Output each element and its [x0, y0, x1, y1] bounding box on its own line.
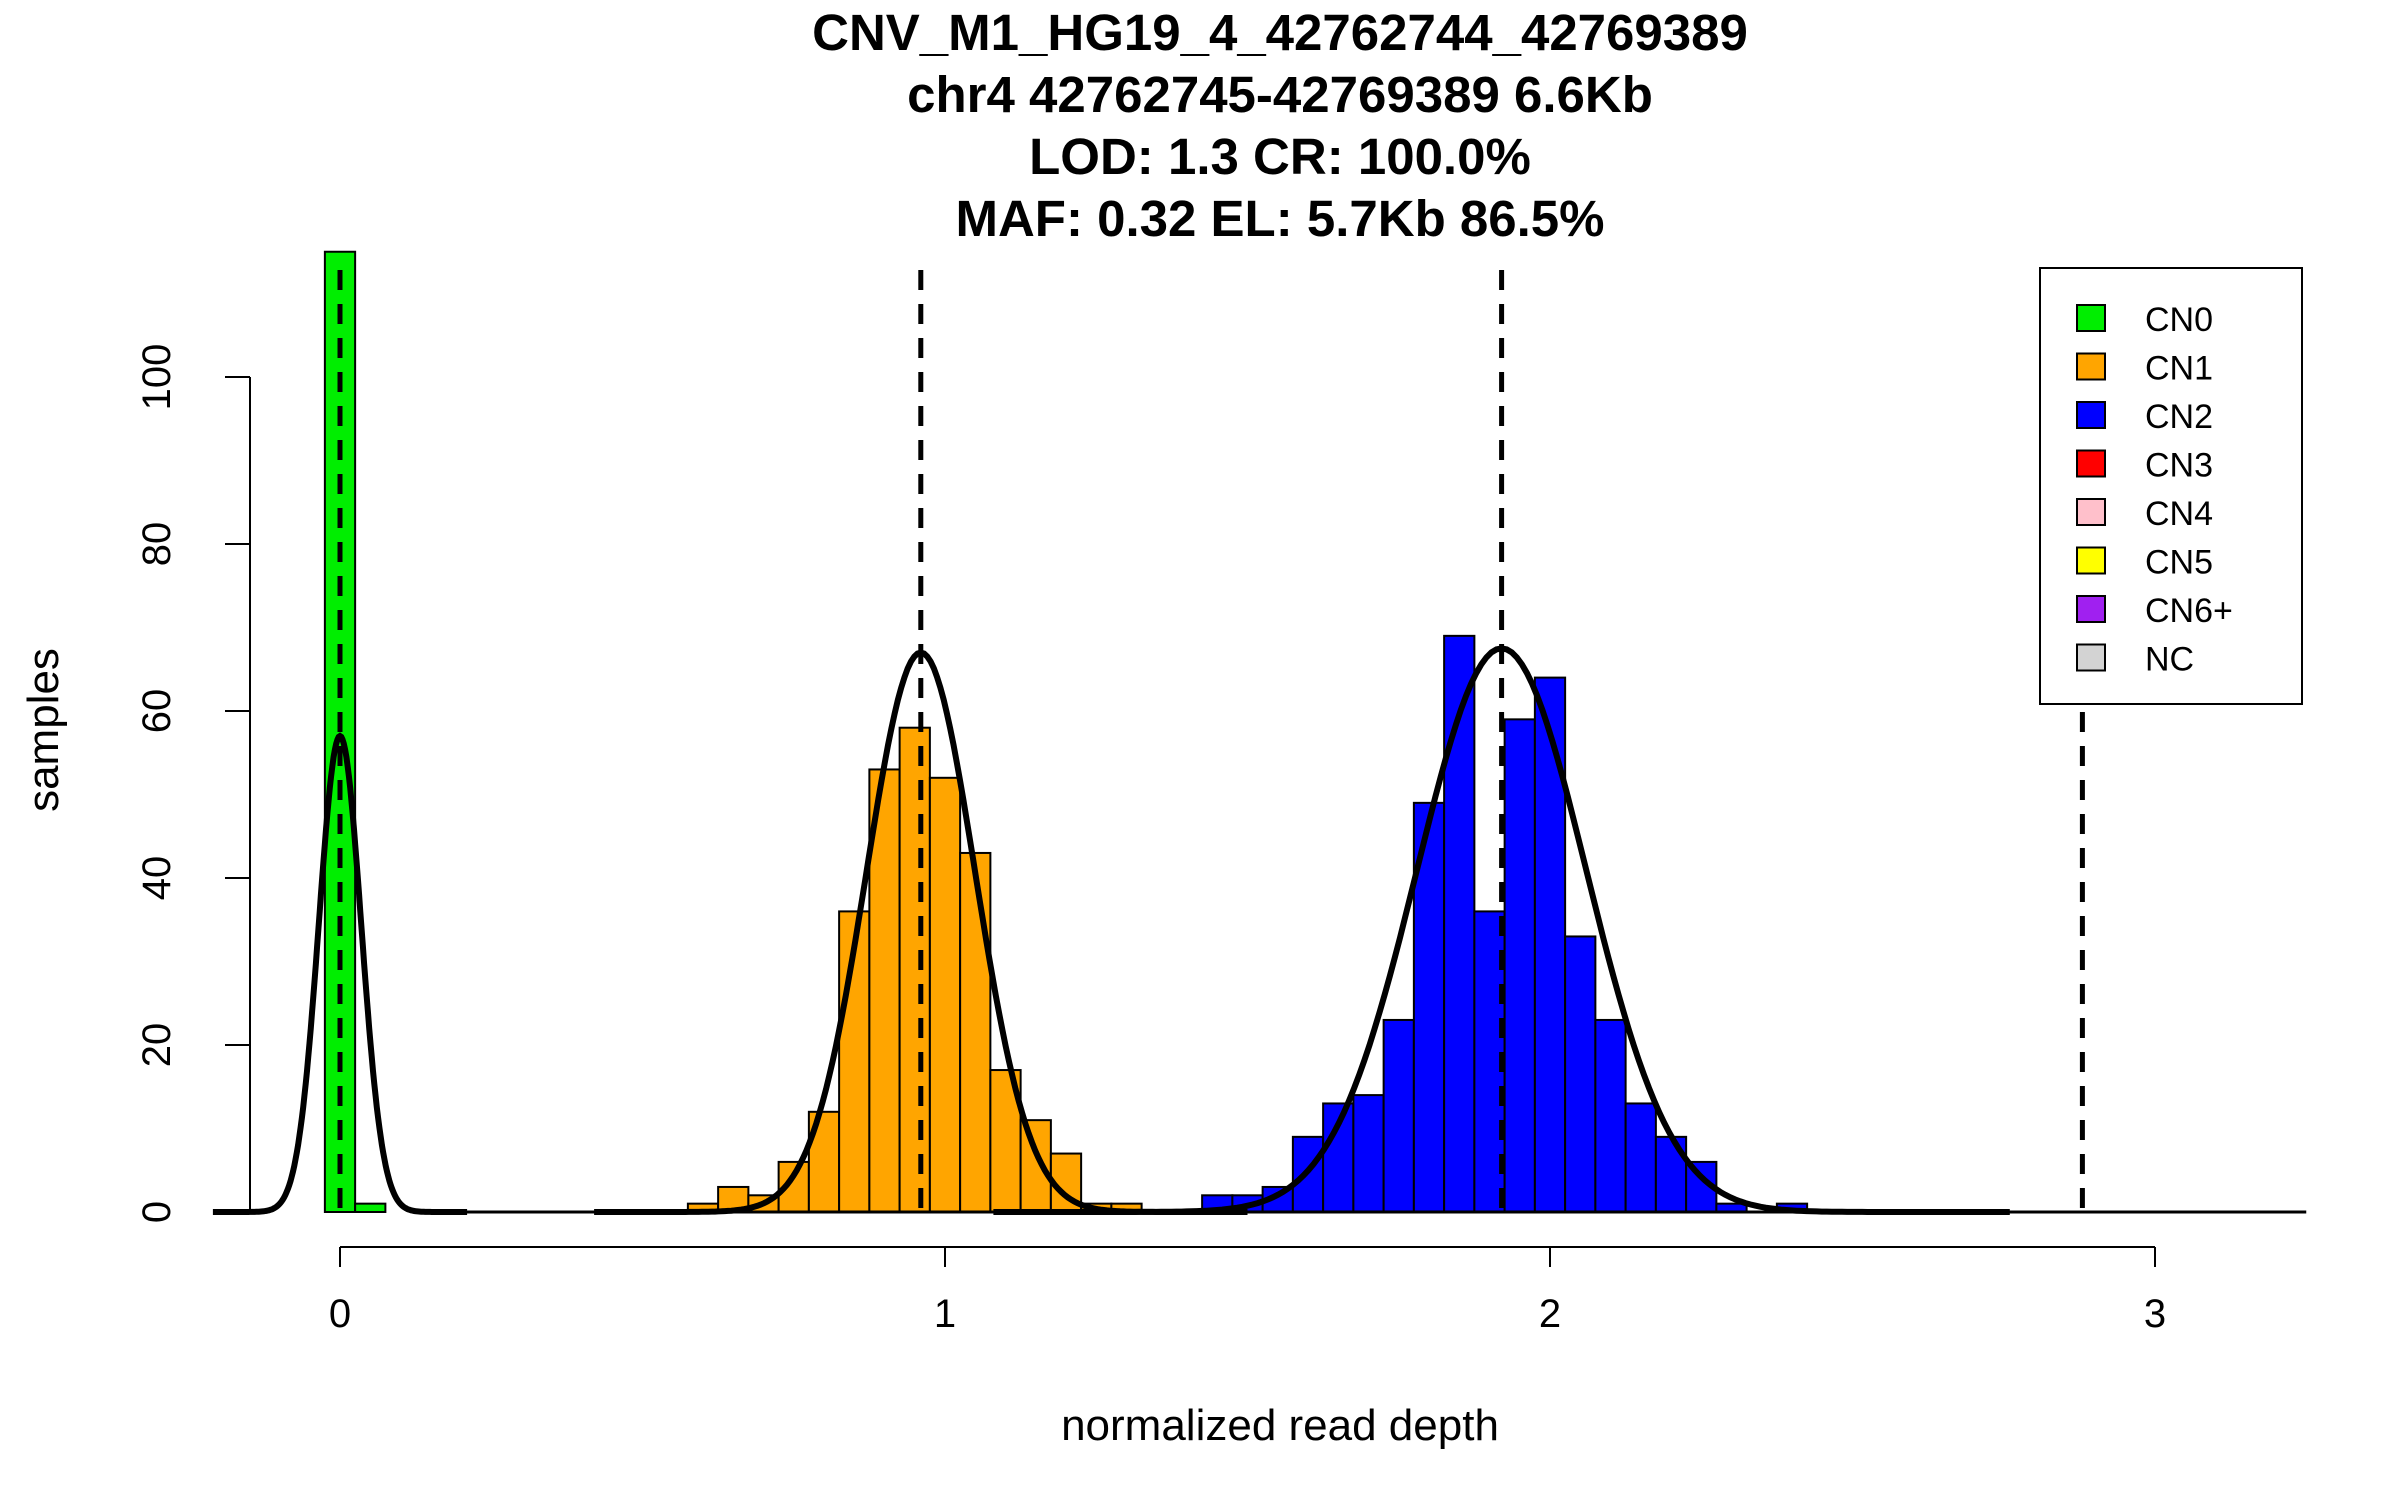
fitted-curve-line — [212, 732, 468, 1215]
y-axis-label: samples — [19, 648, 68, 812]
histogram-bar — [1352, 1094, 1385, 1213]
legend-box — [2039, 267, 2303, 705]
legend-label: CN0 — [2145, 301, 2213, 339]
fitted-curves — [212, 645, 2307, 1215]
histogram-bars — [323, 250, 1809, 1214]
chart-title: CNV_M1_HG19_4_42762744_42769389 chr4 427… — [812, 4, 1748, 247]
x-tick-label: 1 — [934, 1292, 956, 1336]
legend-label: CN3 — [2145, 447, 2213, 485]
legend-label: NC — [2145, 641, 2194, 679]
x-tick-label: 2 — [1539, 1292, 1561, 1336]
x-axis: 0 1 2 3 — [329, 1246, 2166, 1336]
histogram-bar — [1624, 1102, 1657, 1213]
title-line-2: chr4 42762745-42769389 6.6Kb — [907, 66, 1653, 123]
legend-swatch — [2076, 449, 2106, 478]
histogram-bar — [959, 851, 992, 1213]
legend-swatch — [2076, 546, 2106, 575]
legend-swatch — [2076, 643, 2106, 672]
histogram-bar — [1382, 1018, 1415, 1214]
y-tick-label: 60 — [135, 689, 179, 734]
dashed-reference-lines — [337, 270, 2085, 1212]
legend-swatch — [2076, 498, 2106, 526]
legend-swatch — [2076, 304, 2106, 332]
y-tick-label: 0 — [135, 1201, 179, 1223]
y-tick-label: 20 — [135, 1023, 179, 1068]
legend-label: CN5 — [2145, 544, 2213, 582]
y-axis: 0 20 40 60 80 100 — [135, 344, 251, 1223]
x-axis-label: normalized read depth — [1061, 1401, 1499, 1450]
legend-swatch — [2076, 401, 2106, 429]
title-line-4: MAF: 0.32 EL: 5.7Kb 86.5% — [955, 190, 1604, 247]
y-tick-label: 80 — [135, 522, 179, 567]
y-tick-label: 100 — [135, 344, 179, 411]
legend-label: CN6+ — [2145, 592, 2233, 630]
histogram-bar — [1019, 1119, 1052, 1214]
histogram-bar — [928, 776, 962, 1213]
histogram-bar — [1533, 676, 1567, 1213]
histogram-bar — [898, 726, 931, 1213]
legend: CN0 CN1 CN2 CN3 CN4 CN5 CN6+ NC — [2039, 267, 2303, 705]
y-tick-label: 40 — [135, 856, 179, 901]
legend-label: CN2 — [2145, 398, 2213, 436]
x-tick-label: 0 — [329, 1292, 351, 1336]
histogram-bar — [1503, 718, 1536, 1213]
legend-swatch — [2076, 352, 2106, 381]
legend-label: CN4 — [2145, 495, 2213, 533]
histogram-bar — [1594, 1018, 1627, 1214]
title-line-1: CNV_M1_HG19_4_42762744_42769389 — [812, 4, 1748, 61]
legend-label: CN1 — [2145, 350, 2213, 388]
x-tick-label: 3 — [2144, 1292, 2166, 1336]
histogram-bar — [1564, 935, 1597, 1213]
histogram-bar — [354, 1202, 387, 1214]
legend-swatch — [2076, 595, 2106, 623]
title-line-3: LOD: 1.3 CR: 100.0% — [1029, 128, 1531, 185]
